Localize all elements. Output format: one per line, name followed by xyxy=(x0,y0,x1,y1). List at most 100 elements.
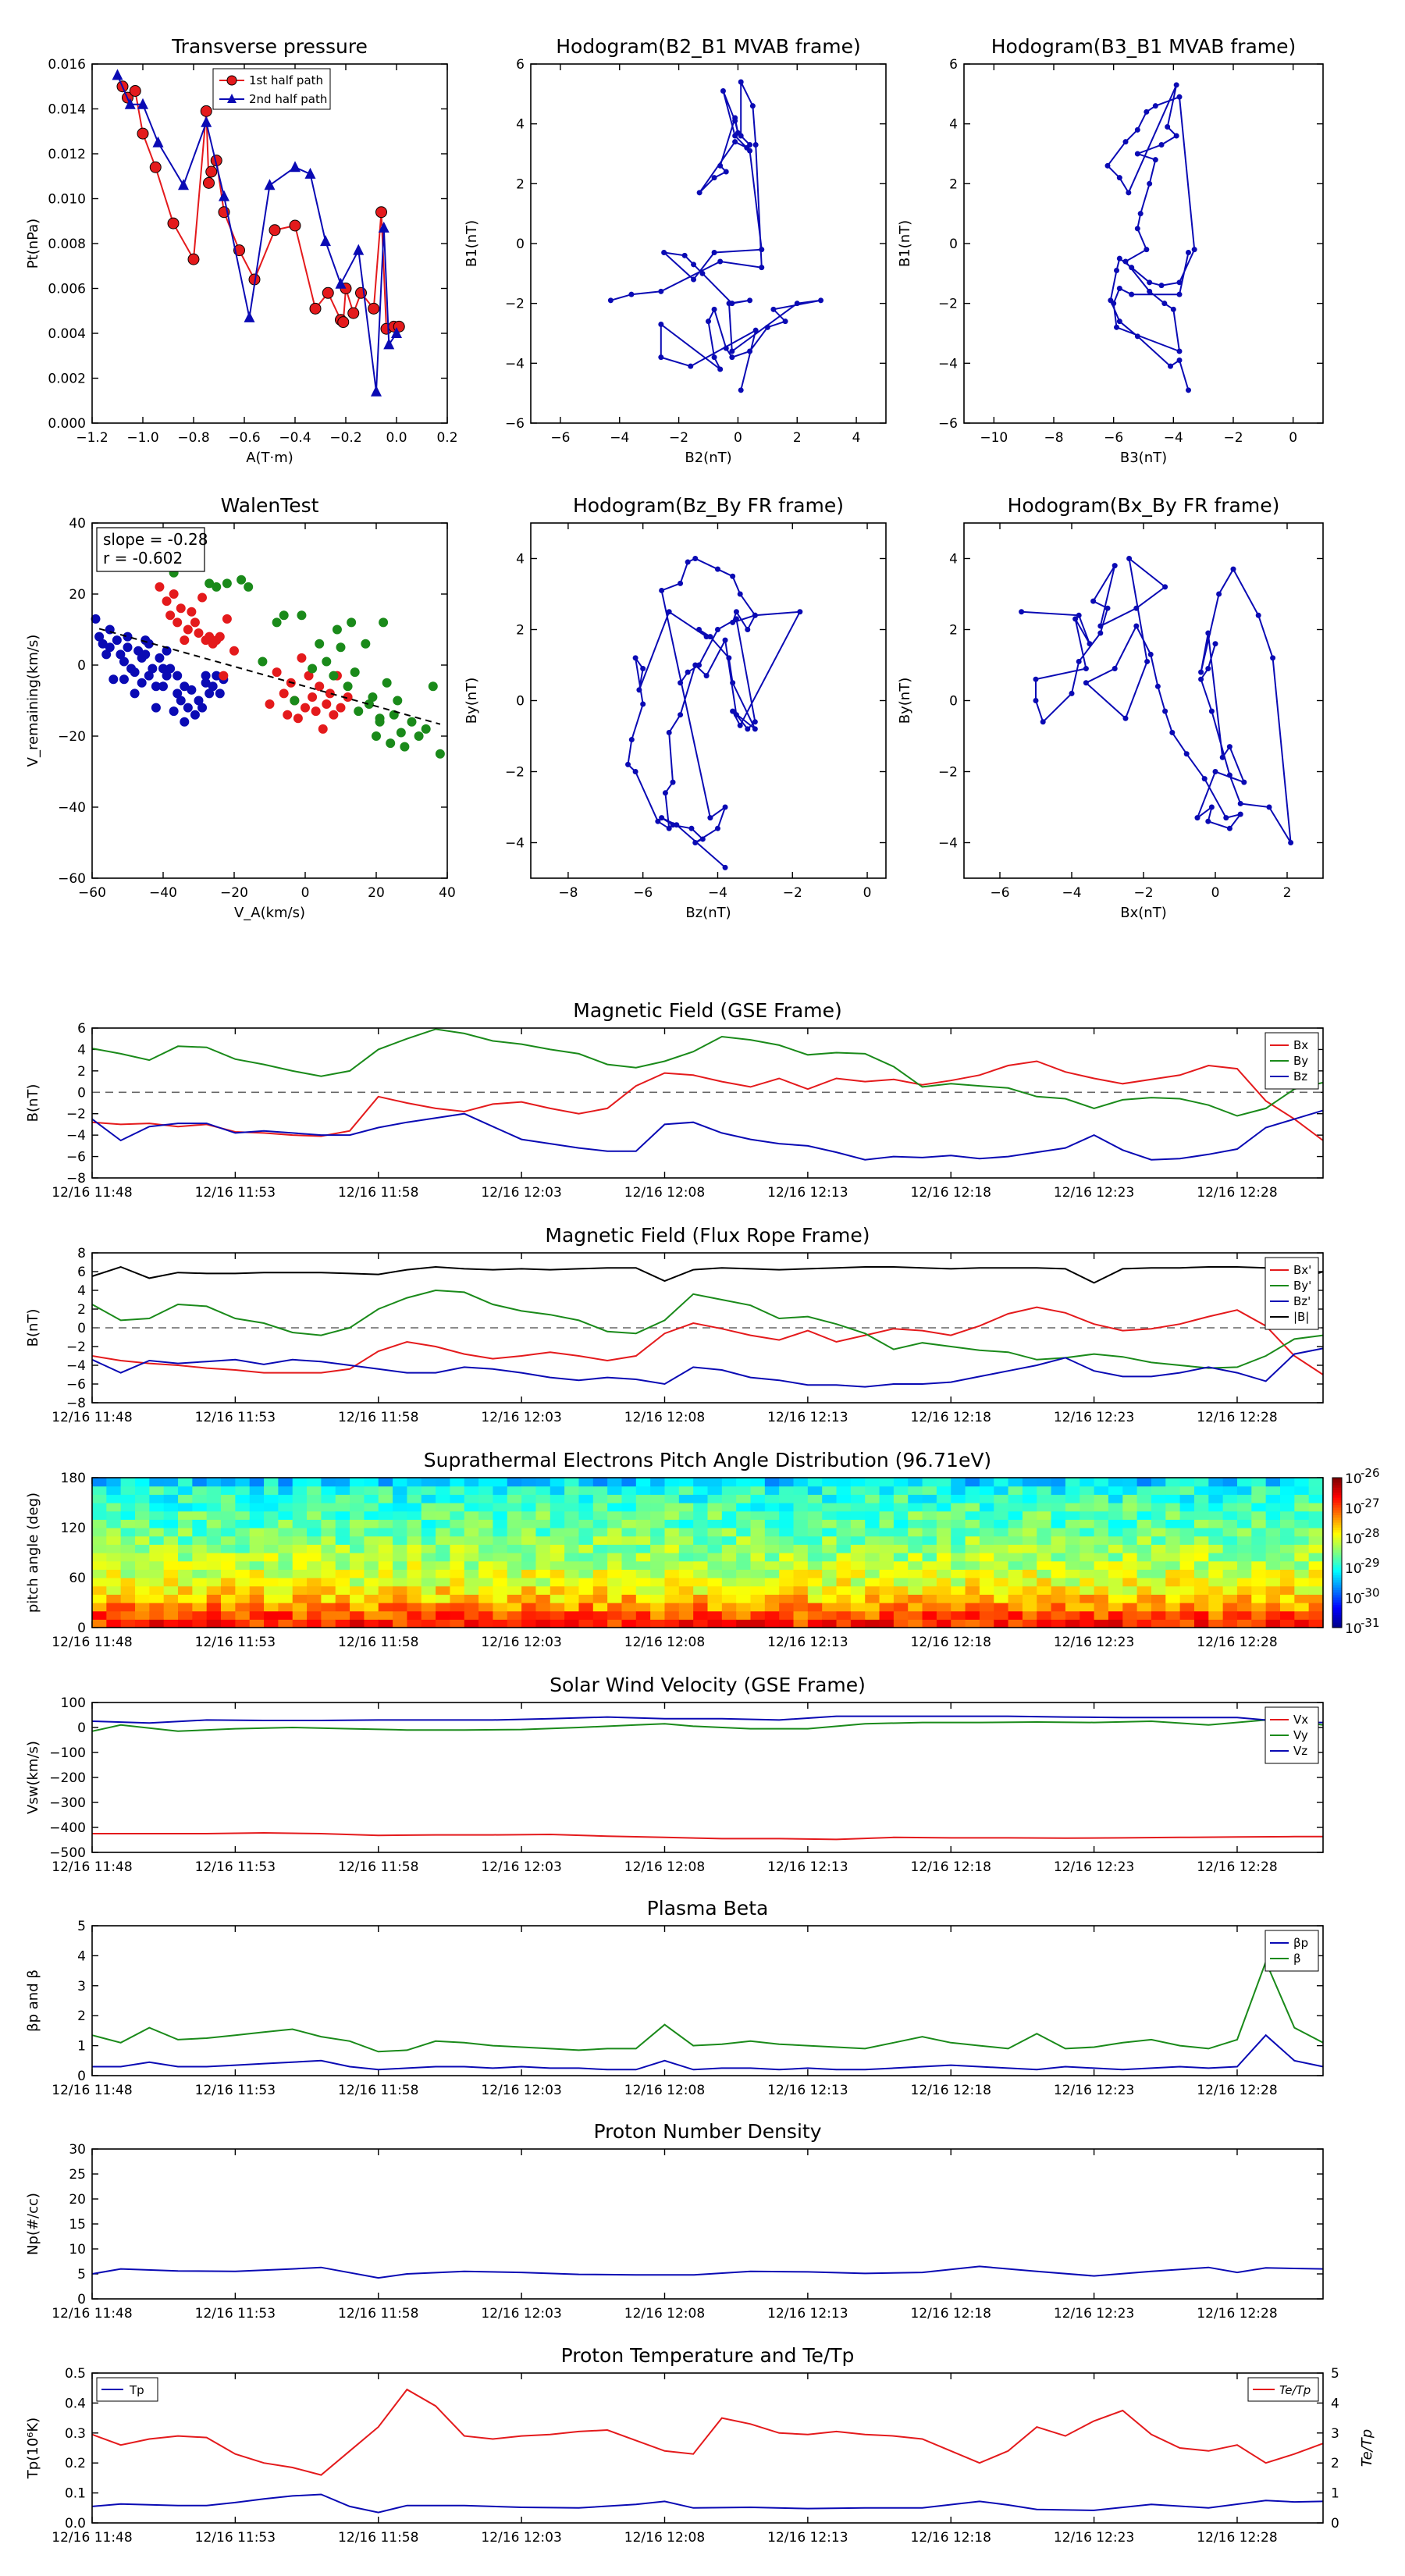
pad-heatmap-cell xyxy=(206,1553,222,1562)
pad-heatmap-cell xyxy=(994,1519,1009,1528)
pad-heatmap-cell xyxy=(1294,1578,1310,1587)
pad-heatmap-cell xyxy=(378,1494,393,1503)
pad-heatmap-cell xyxy=(149,1560,165,1570)
pad-heatmap-cell xyxy=(879,1535,895,1545)
pad-heatmap-cell xyxy=(450,1494,465,1503)
pad-heatmap-cell xyxy=(807,1494,823,1503)
pad-heatmap-cell xyxy=(192,1603,208,1612)
pad-heatmap-cell xyxy=(1094,1553,1109,1562)
pad-heatmap-cell xyxy=(1279,1485,1295,1495)
pad-heatmap-cell xyxy=(1236,1494,1252,1503)
pad-heatmap-cell xyxy=(635,1478,651,1487)
pad-heatmap-cell xyxy=(1008,1544,1023,1553)
mag_fr-ytick-label: −8 xyxy=(66,1396,86,1411)
hodo3-point xyxy=(722,804,728,810)
beta-xtick-label: 12/16 12:18 xyxy=(911,2083,991,2098)
walen-point xyxy=(329,671,339,681)
pad-heatmap-cell xyxy=(1022,1485,1037,1495)
pad-heatmap-cell xyxy=(106,1535,122,1545)
pad-heatmap-cell xyxy=(521,1478,537,1487)
pad-heatmap-cell xyxy=(879,1585,895,1595)
hodo4-point xyxy=(1033,698,1039,703)
hodo4-point xyxy=(1216,591,1222,597)
pad-heatmap-cell xyxy=(1136,1478,1152,1487)
pt-series-line xyxy=(122,86,400,330)
hodo1-point xyxy=(658,288,664,294)
pad-heatmap-cell xyxy=(1037,1560,1052,1570)
beta-xtick-label: 12/16 12:23 xyxy=(1054,2083,1134,2098)
pad-heatmap-cell xyxy=(1008,1503,1023,1512)
pad-heatmap-cell xyxy=(850,1619,866,1628)
pt-point-1st xyxy=(347,307,360,319)
pad-heatmap-cell xyxy=(1265,1603,1281,1612)
walen-point xyxy=(315,681,325,692)
pad-heatmap-cell xyxy=(664,1578,680,1587)
pad-heatmap-cell xyxy=(178,1553,193,1562)
hodo4-point xyxy=(1237,800,1243,806)
hodo4-point xyxy=(1162,584,1168,590)
pad-heatmap-cell xyxy=(1179,1503,1195,1512)
pad-heatmap-cell xyxy=(736,1503,752,1512)
pad-heatmap-cell xyxy=(278,1619,293,1628)
pad-heatmap-cell xyxy=(893,1560,909,1570)
hodo4-frame xyxy=(963,522,1324,879)
pad-heatmap-cell xyxy=(521,1519,537,1528)
pad-heatmap-cell xyxy=(178,1569,193,1578)
hodo1-ylabel: B1(nT) xyxy=(464,220,480,267)
pad-heatmap-cell xyxy=(807,1594,823,1603)
pad-heatmap-cell xyxy=(92,1578,107,1587)
pad-heatmap-cell xyxy=(321,1603,336,1612)
pad-heatmap-cell xyxy=(1151,1485,1166,1495)
pad-heatmap-cell xyxy=(736,1519,752,1528)
pad-heatmap-cell xyxy=(464,1494,479,1503)
hodo3-point xyxy=(726,655,732,661)
pad-heatmap-cell xyxy=(178,1544,193,1553)
pad-heatmap-cell xyxy=(965,1494,980,1503)
vsw-xtick-label: 12/16 12:23 xyxy=(1054,1859,1134,1875)
walen-point xyxy=(382,678,392,688)
pad-heatmap-cell xyxy=(364,1553,379,1562)
pad-heatmap-cell xyxy=(664,1535,680,1545)
pad-heatmap-cell xyxy=(936,1603,951,1612)
pad-heatmap-cell xyxy=(936,1610,951,1620)
pad-heatmap-cell xyxy=(922,1610,937,1620)
pad-heatmap-cell xyxy=(493,1503,508,1512)
pad-heatmap-cell xyxy=(908,1528,923,1537)
pad-heatmap-cell xyxy=(1308,1535,1324,1545)
pad-heatmap-cell xyxy=(264,1603,279,1612)
mag_gse-xtick-label: 12/16 11:58 xyxy=(338,1185,418,1201)
pad-heatmap-cell xyxy=(1051,1560,1066,1570)
pad-heatmap-cell xyxy=(535,1519,551,1528)
pad-heatmap-cell xyxy=(1108,1535,1123,1545)
vsw-title: Solar Wind Velocity (GSE Frame) xyxy=(550,1674,866,1696)
pad-heatmap-cell xyxy=(478,1485,494,1495)
hodo4-point xyxy=(1219,754,1225,760)
pad-heatmap-cell xyxy=(163,1594,179,1603)
pad-heatmap-cell xyxy=(1051,1494,1066,1503)
pad-heatmap-cell xyxy=(578,1619,594,1628)
pad-heatmap-cell xyxy=(192,1478,208,1487)
pad-heatmap-cell xyxy=(478,1594,494,1603)
pad-heatmap-cell xyxy=(393,1619,408,1628)
pad-heatmap-cell xyxy=(106,1494,122,1503)
pad-heatmap-cell xyxy=(1051,1603,1066,1612)
walen-point xyxy=(435,749,445,759)
hodo2-point xyxy=(1176,94,1183,100)
hodo4-ytick-label: 0 xyxy=(949,694,958,710)
pad-heatmap-cell xyxy=(1122,1603,1138,1612)
pad-heatmap-cell xyxy=(764,1485,780,1495)
pad-heatmap-cell xyxy=(578,1494,594,1503)
pad-heatmap-cell xyxy=(321,1478,336,1487)
pad-heatmap-cell xyxy=(693,1610,709,1620)
pad-heatmap-cell xyxy=(693,1560,709,1570)
walen-point xyxy=(144,671,154,681)
pad-heatmap-cell xyxy=(464,1594,479,1603)
pad-heatmap-cell xyxy=(1208,1560,1224,1570)
pad-heatmap-cell xyxy=(965,1578,980,1587)
pad-heatmap-cell xyxy=(1022,1503,1037,1512)
pad-heatmap-cell xyxy=(1265,1535,1281,1545)
pad-heatmap-cell xyxy=(550,1494,565,1503)
hodo3-ytick-label: 4 xyxy=(516,552,525,568)
pad-heatmap-cell xyxy=(292,1510,308,1520)
hodo3-point xyxy=(733,616,739,622)
